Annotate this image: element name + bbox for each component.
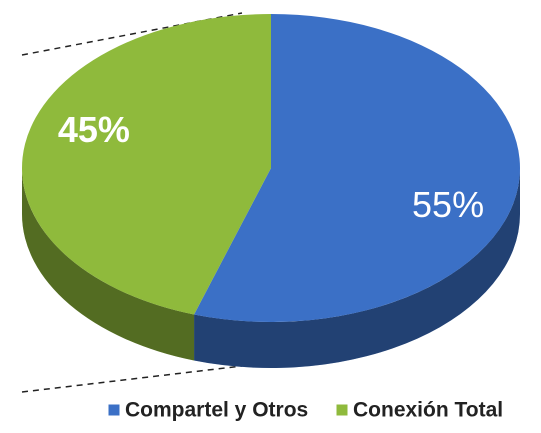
slice-side: [194, 168, 521, 369]
data-label: 55%: [412, 184, 484, 225]
legend-label: Compartel y Otros: [125, 399, 308, 422]
leader-line: [21, 12, 243, 56]
slice: [21, 14, 271, 315]
slice-side-shade: [194, 168, 521, 369]
slice: [194, 14, 520, 323]
legend-swatch: [335, 403, 349, 417]
slice-side: [22, 168, 195, 361]
legend-swatch: [107, 403, 121, 417]
data-label: 45%: [58, 109, 130, 150]
leader-line: [21, 365, 243, 393]
legend-label: Conexión Total: [353, 399, 503, 422]
slice-side-shade: [22, 168, 195, 361]
